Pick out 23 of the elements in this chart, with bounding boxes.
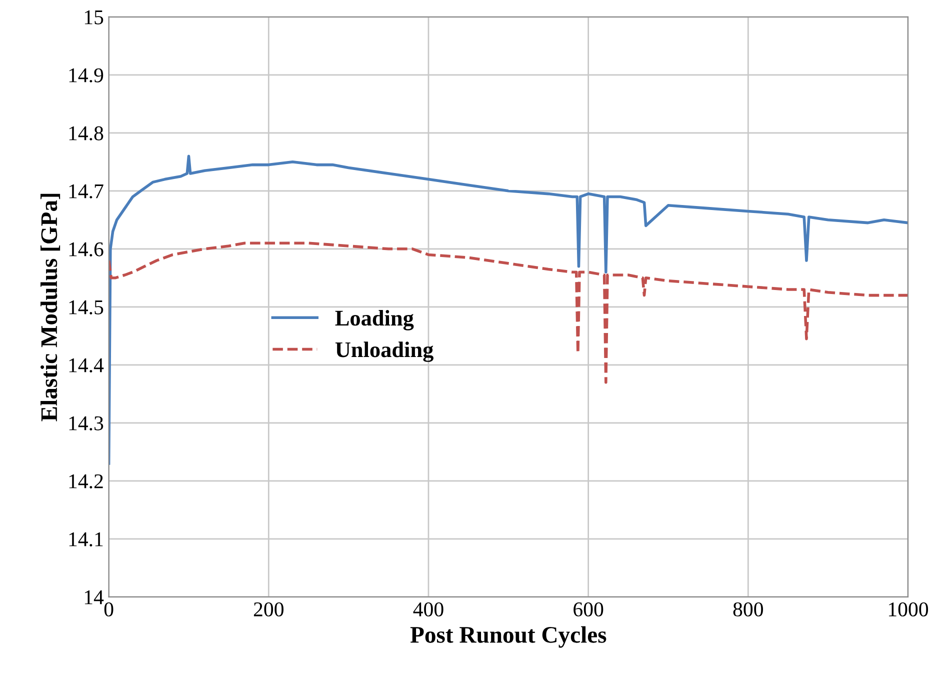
- x-tick-label: 0: [104, 602, 114, 616]
- line-series: [108, 154, 908, 465]
- y-tick-label: 14.9: [69, 68, 104, 82]
- y-tick-label: 14.5: [69, 300, 104, 314]
- y-tick-label: 14.6: [69, 242, 104, 256]
- x-tick-label: 600: [574, 602, 604, 616]
- y-tick-label: 14.7: [69, 184, 104, 198]
- x-axis-title: Post Runout Cycles: [410, 626, 606, 648]
- x-tick-label: 800: [733, 602, 763, 616]
- y-tick-label: 14.3: [69, 416, 104, 430]
- x-tick-label: 200: [254, 602, 284, 616]
- legend-label: Unloading: [335, 342, 434, 362]
- y-tick-label: 14.4: [69, 358, 104, 372]
- y-tick-label: 15: [84, 10, 104, 24]
- y-tick-label: 14: [84, 590, 104, 604]
- y-tick-label: 14.1: [69, 532, 103, 546]
- line-series: [108, 242, 908, 384]
- y-tick-label: 14.2: [69, 474, 103, 488]
- x-tick-label: 1000: [888, 602, 928, 616]
- y-axis-title: Elastic Modulus [GPa]: [40, 194, 60, 422]
- y-tick-label: 14.8: [69, 126, 104, 140]
- legend-label: Loading: [335, 310, 414, 330]
- x-tick-label: 400: [413, 602, 444, 616]
